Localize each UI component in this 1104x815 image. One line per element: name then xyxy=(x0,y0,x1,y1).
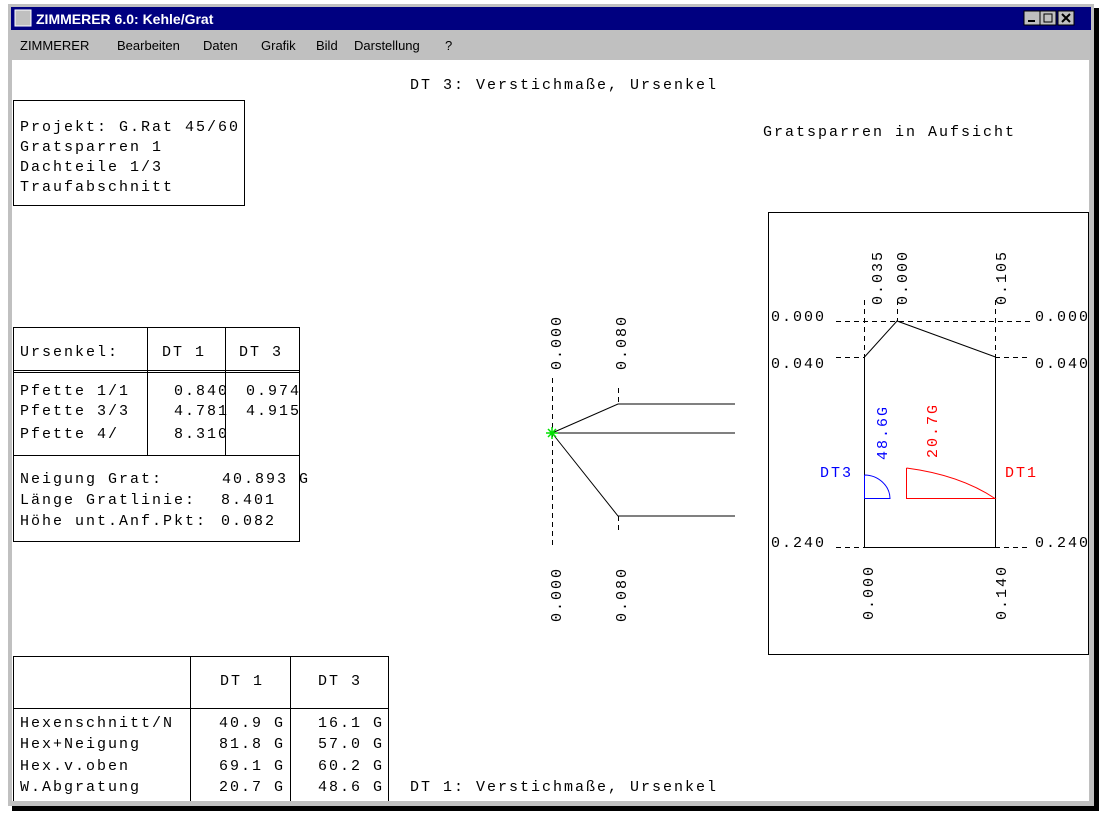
summary-value: 0.082 xyxy=(221,513,276,530)
project-line: Traufabschnitt xyxy=(20,179,174,196)
cell: 4.781 xyxy=(174,403,229,420)
minimize-button[interactable] xyxy=(1023,10,1041,26)
shadow xyxy=(1094,8,1099,811)
cell: Pfette 1/1 xyxy=(20,383,130,400)
table-rules xyxy=(13,327,299,456)
section-label: 0.000 xyxy=(549,315,566,370)
cell: Pfette 4/ xyxy=(20,426,119,443)
cell: 0.840 xyxy=(174,383,229,400)
section-label: 0.080 xyxy=(614,567,631,622)
window-buttons xyxy=(1023,10,1075,26)
plan-label: 0.000 xyxy=(895,250,912,305)
menu-item[interactable]: Daten xyxy=(203,38,238,53)
plan-label: 0.000 xyxy=(1035,309,1090,326)
cell: Pfette 3/3 xyxy=(20,403,130,420)
cell: 81.8 G xyxy=(219,736,285,753)
title-bar xyxy=(11,7,1091,30)
cell: Hex+Neigung xyxy=(20,736,141,753)
app-icon xyxy=(14,9,32,27)
window-title: ZIMMERER 6.0: Kehle/Grat xyxy=(36,11,214,27)
plan-label: 0.000 xyxy=(861,565,878,620)
cell: 0.974 xyxy=(246,383,301,400)
drawing: DT 3: Verstichmaße, Ursenkel DT 1: Verst… xyxy=(13,77,1090,801)
summary-label: Länge Gratlinie: xyxy=(20,492,196,509)
cell: 48.6 G xyxy=(318,779,384,796)
plan-label: 0.040 xyxy=(771,356,826,373)
maximize-icon xyxy=(1043,13,1053,23)
dt3-angle-label: 48.6G xyxy=(875,405,892,460)
menu-item[interactable]: Bearbeiten xyxy=(117,38,180,53)
section-lines xyxy=(551,403,735,517)
cell: 69.1 G xyxy=(219,758,285,775)
dt3-angle xyxy=(864,474,891,499)
cell: 4.915 xyxy=(246,403,301,420)
summary-value: 40.893 G xyxy=(222,471,310,488)
plan-label: 0.140 xyxy=(994,565,1011,620)
table-border xyxy=(13,327,300,542)
header-cell: DT 3 xyxy=(239,344,283,361)
section-label: 0.000 xyxy=(549,567,566,622)
angle-table: DT 1 DT 3 Hexenschnitt/N 40.9 G 16.1 G H… xyxy=(13,656,389,801)
summary-label: Neigung Grat: xyxy=(20,471,163,488)
section-view: 0.000 0.080 0.000 0.080 xyxy=(546,315,735,622)
plan-label: 0.240 xyxy=(1035,535,1090,552)
dt1-label: DT1 xyxy=(1005,465,1038,482)
shadow xyxy=(12,806,1099,811)
summary-label: Höhe unt.Anf.Pkt: xyxy=(20,513,207,530)
cell: 8.310 xyxy=(174,426,229,443)
cell: 60.2 G xyxy=(318,758,384,775)
dim-lines xyxy=(836,300,1030,548)
maximize-button[interactable] xyxy=(1039,10,1057,26)
cell: 40.9 G xyxy=(219,715,285,732)
header-cell: DT 1 xyxy=(220,673,264,690)
rafter-outline xyxy=(864,320,996,548)
plan-title: Gratsparren in Aufsicht xyxy=(763,124,1016,141)
menu-item[interactable]: Bild xyxy=(316,38,338,53)
project-box xyxy=(13,100,245,206)
cell: Hexenschnitt/N xyxy=(20,715,174,732)
menu-item[interactable]: Grafik xyxy=(261,38,296,53)
dt1-angle xyxy=(906,467,997,499)
menu-item[interactable]: ZIMMERER xyxy=(20,38,89,53)
ursenkel-table: Ursenkel: DT 1 DT 3 Pfette 1/1 0.840 0.9… xyxy=(13,327,310,542)
cell: Hex.v.oben xyxy=(20,758,130,775)
plan-label: 0.040 xyxy=(1035,356,1090,373)
cell: 20.7 G xyxy=(219,779,285,796)
menu-item[interactable]: Darstellung xyxy=(354,38,420,53)
menu-bar: ZIMMERER Bearbeiten Daten Grafik Bild Da… xyxy=(20,38,452,53)
dt1-angle-label: 20.7G xyxy=(925,403,942,458)
cell: 57.0 G xyxy=(318,736,384,753)
plan-label: 0.105 xyxy=(994,250,1011,305)
plan-label: 0.240 xyxy=(771,535,826,552)
header-cell: DT 1 xyxy=(162,344,206,361)
plan-view: Gratsparren in Aufsicht 0.035 0.000 0.10… xyxy=(763,124,1090,655)
cell: W.Abgratung xyxy=(20,779,141,796)
header-cell: DT 3 xyxy=(318,673,362,690)
start-point xyxy=(546,427,558,439)
plan-label: 0.035 xyxy=(870,250,887,305)
project-line: Gratsparren 1 xyxy=(20,139,163,156)
project-line: Projekt: G.Rat 45/60 xyxy=(20,119,240,136)
table-rules xyxy=(13,656,388,801)
table-border xyxy=(13,656,389,801)
summary-value: 8.401 xyxy=(221,492,276,509)
plan-frame xyxy=(768,212,1089,655)
cell: 16.1 G xyxy=(318,715,384,732)
header-cell: Ursenkel: xyxy=(20,344,119,361)
project-line: Dachteile 1/3 xyxy=(20,159,163,176)
dt3-label: DT3 xyxy=(820,465,853,482)
close-icon xyxy=(1061,13,1071,23)
section-label: 0.080 xyxy=(614,315,631,370)
caption: DT 1: Verstichmaße, Ursenkel xyxy=(410,779,718,796)
plan-label: 0.000 xyxy=(771,309,826,326)
menu-item[interactable]: ? xyxy=(445,38,452,53)
caption: DT 3: Verstichmaße, Ursenkel xyxy=(410,77,718,94)
